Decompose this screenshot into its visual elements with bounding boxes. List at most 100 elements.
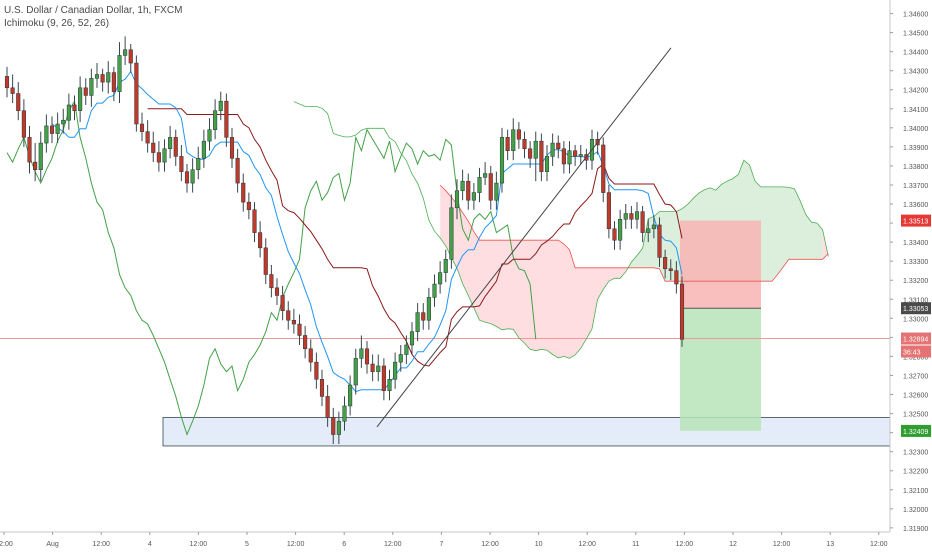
candle-body (370, 363, 375, 372)
support-zone[interactable] (162, 416, 891, 447)
candle (168, 125, 173, 159)
candle-body (601, 144, 606, 193)
base-line (147, 108, 683, 367)
candle (72, 95, 77, 121)
candle (106, 61, 111, 94)
candle-body (528, 148, 533, 159)
candle-body (443, 259, 448, 273)
candle (336, 411, 341, 445)
candle-body (139, 123, 145, 132)
y-tick-label: 1.34300 (903, 69, 928, 76)
candle (381, 358, 386, 401)
countdown-badge: 36:43 (903, 350, 921, 357)
candle-body (263, 247, 268, 275)
lagging-span (6, 99, 537, 436)
candle (241, 173, 246, 212)
candle (454, 179, 460, 220)
candle (89, 68, 94, 107)
current-price-badge: 1.32894 (903, 337, 928, 344)
candle-body (663, 257, 668, 270)
candle (612, 221, 617, 250)
candle (151, 131, 156, 163)
candle-body (573, 150, 578, 157)
candle (325, 385, 330, 427)
candle (359, 335, 364, 368)
cloud-bearish (440, 185, 626, 359)
candle-body (184, 171, 190, 184)
candle (55, 112, 60, 144)
take-profit-zone[interactable] (680, 308, 761, 431)
trendline-line[interactable] (376, 47, 672, 428)
candle-body (477, 177, 482, 193)
candle-body (511, 129, 516, 151)
entry-price-badge: 1.33053 (903, 306, 928, 313)
candle-body (651, 224, 656, 230)
candle (443, 249, 448, 283)
candle (393, 352, 398, 389)
candle-body (499, 137, 505, 184)
candle (314, 352, 319, 389)
candle-body (606, 192, 611, 230)
trendline[interactable] (376, 47, 672, 428)
candle (376, 354, 381, 382)
candle-body (128, 49, 133, 64)
candle-body (567, 150, 572, 165)
candle (78, 76, 83, 123)
candle-body (280, 295, 285, 311)
leading-span-a (293, 101, 829, 359)
candle-body (173, 137, 178, 157)
candle-body (348, 384, 353, 407)
candle-body (213, 110, 218, 130)
candle (190, 158, 195, 193)
stop-loss-zone[interactable] (680, 220, 761, 309)
y-tick-label: 1.34400 (903, 50, 928, 57)
chart-legend: U.S. Dollar / Canadian Dollar, 1h, FXCM … (4, 4, 182, 30)
candle (235, 148, 240, 193)
short-position-tool[interactable] (0, 220, 890, 431)
candle-body (319, 379, 325, 397)
candle-body (398, 354, 403, 363)
candle-body (16, 93, 21, 111)
candle-body (550, 142, 555, 157)
candle-body (21, 110, 26, 138)
x-tick-label: 10 (535, 541, 543, 548)
candle-body (533, 140, 538, 159)
support-zone-rect[interactable] (162, 416, 891, 447)
target-price-badge: 1.32409 (903, 429, 928, 436)
candle-body (331, 417, 336, 435)
x-tick-label: 4 (148, 541, 152, 548)
candle (224, 93, 229, 147)
candle-body (359, 348, 364, 359)
candle-body (623, 213, 628, 220)
candle (83, 78, 88, 105)
y-tick-label: 1.33900 (903, 145, 928, 152)
candle-body (505, 137, 510, 151)
candle-body (33, 161, 38, 170)
x-tick-label: 12:00 (0, 541, 13, 548)
candle (218, 91, 223, 121)
candle-body (10, 87, 15, 94)
candle-body (618, 219, 623, 241)
y-tick-label: 1.32600 (903, 393, 928, 400)
y-tick-label: 1.32500 (903, 412, 928, 419)
candle-body (426, 297, 431, 321)
y-tick-label: 1.32700 (903, 373, 928, 380)
candle (213, 99, 218, 140)
y-tick-label: 1.34500 (903, 31, 928, 38)
symbol-title[interactable]: U.S. Dollar / Canadian Dollar, 1h, FXCM (4, 5, 183, 16)
x-tick-label: 12:00 (676, 541, 694, 548)
indicator-label[interactable]: Ichimoku (9, 26, 52, 26) (4, 18, 110, 29)
candle-body (381, 365, 386, 391)
candle-body (336, 420, 341, 435)
y-tick-label: 1.32100 (903, 488, 928, 495)
candle (618, 209, 623, 250)
candle-body (449, 207, 454, 260)
candle (488, 165, 493, 210)
candle (297, 314, 302, 345)
candle-body (612, 228, 617, 241)
candle-body (235, 158, 240, 184)
target-price-badge-bg (901, 424, 931, 437)
x-tick-label: 12:00 (481, 541, 499, 548)
